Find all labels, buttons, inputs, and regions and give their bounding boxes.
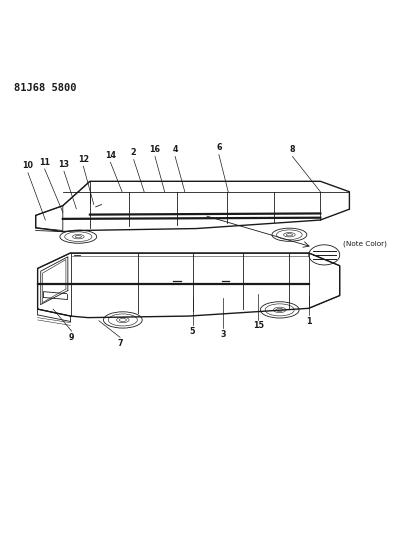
- Text: 5: 5: [190, 327, 195, 336]
- Text: 1: 1: [306, 317, 312, 326]
- Text: 8: 8: [290, 145, 295, 154]
- Text: 11: 11: [39, 158, 50, 167]
- Text: 9: 9: [69, 333, 75, 342]
- Text: 81J68 5800: 81J68 5800: [14, 83, 77, 93]
- Text: 15: 15: [253, 321, 264, 330]
- Text: 12: 12: [78, 155, 89, 164]
- Text: 4: 4: [172, 145, 178, 154]
- Text: 6: 6: [216, 143, 221, 152]
- Text: 2: 2: [131, 148, 136, 157]
- Text: 10: 10: [22, 161, 34, 171]
- Text: 7: 7: [117, 340, 123, 348]
- Text: 3: 3: [220, 330, 225, 340]
- Text: 16: 16: [150, 145, 160, 154]
- Text: (Note Color): (Note Color): [343, 241, 387, 247]
- Text: 14: 14: [105, 151, 116, 160]
- Text: 13: 13: [59, 160, 69, 169]
